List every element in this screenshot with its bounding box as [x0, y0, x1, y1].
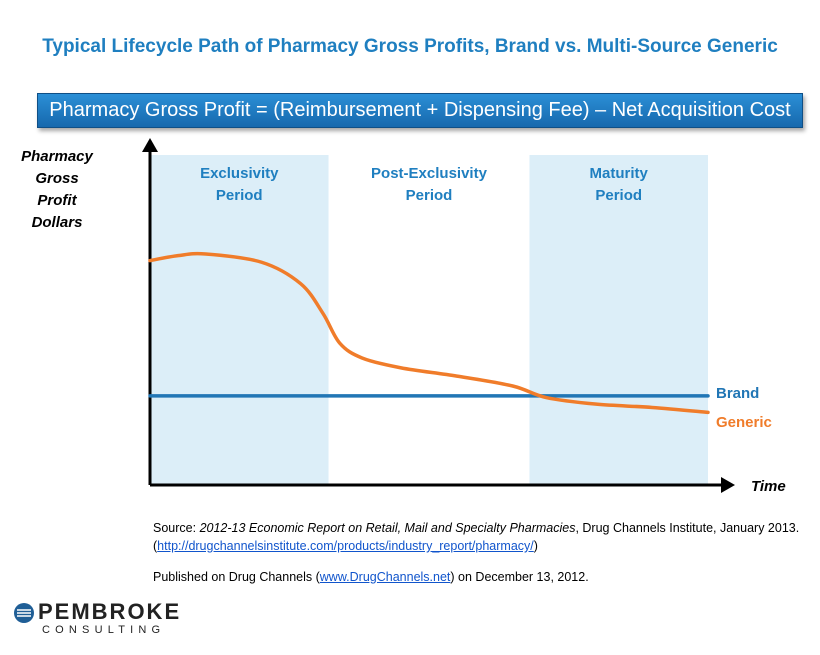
drugchannels-link[interactable]: www.DrugChannels.net — [319, 570, 451, 584]
x-axis-arrow-icon — [721, 477, 735, 493]
period-label: Exclusivity — [200, 165, 279, 182]
period-band — [529, 155, 708, 485]
chart-title: Typical Lifecycle Path of Pharmacy Gross… — [42, 36, 778, 57]
published-prefix: Published on Drug Channels ( — [153, 570, 320, 584]
published-suffix: ) on December 13, 2012. — [450, 570, 589, 584]
y-label-line: Dollars — [31, 214, 83, 231]
source-url-wrap: (http://drugchannelsinstitute.com/produc… — [153, 539, 538, 553]
series-line-generic — [148, 251, 710, 415]
source-report-title: 2012-13 Economic Report on Retail, Mail … — [199, 521, 576, 535]
pembroke-logo: PEMBROKE CONSULTING — [12, 598, 182, 640]
period-label: Period — [216, 187, 263, 204]
y-label-line: Gross — [35, 170, 79, 187]
logo-sub: CONSULTING — [42, 624, 166, 636]
source-prefix: Source: — [153, 521, 200, 535]
source-suffix: , Drug Channels Institute, January 2013. — [575, 521, 800, 535]
series-label-brand: Brand — [716, 385, 759, 402]
formula-banner: Pharmacy Gross Profit = (Reimbursement +… — [37, 93, 803, 128]
period-label: Post-Exclusivity — [371, 165, 488, 182]
y-axis-arrow-icon — [142, 138, 158, 152]
logo-name: PEMBROKE — [38, 599, 182, 624]
published-note: Published on Drug Channels (www.DrugChan… — [153, 570, 589, 584]
period-band — [150, 155, 329, 485]
period-label: Period — [595, 187, 642, 204]
x-axis-label: Time — [751, 478, 786, 495]
source-note: Source: 2012-13 Economic Report on Retai… — [153, 519, 813, 555]
logo-mark-icon — [14, 603, 34, 623]
y-axis-label: Pharmacy Gross Profit Dollars — [15, 146, 99, 234]
lifecycle-chart: Exclusivity Period Post-Exclusivity Period M… — [142, 138, 786, 495]
y-label-line: Profit — [37, 192, 77, 209]
series-label-generic: Generic — [716, 414, 772, 431]
y-label-line: Pharmacy — [21, 148, 93, 165]
source-url-link[interactable]: http://drugchannelsinstitute.com/product… — [157, 539, 534, 553]
period-label: Period — [406, 187, 453, 204]
period-label: Maturity — [590, 165, 649, 182]
